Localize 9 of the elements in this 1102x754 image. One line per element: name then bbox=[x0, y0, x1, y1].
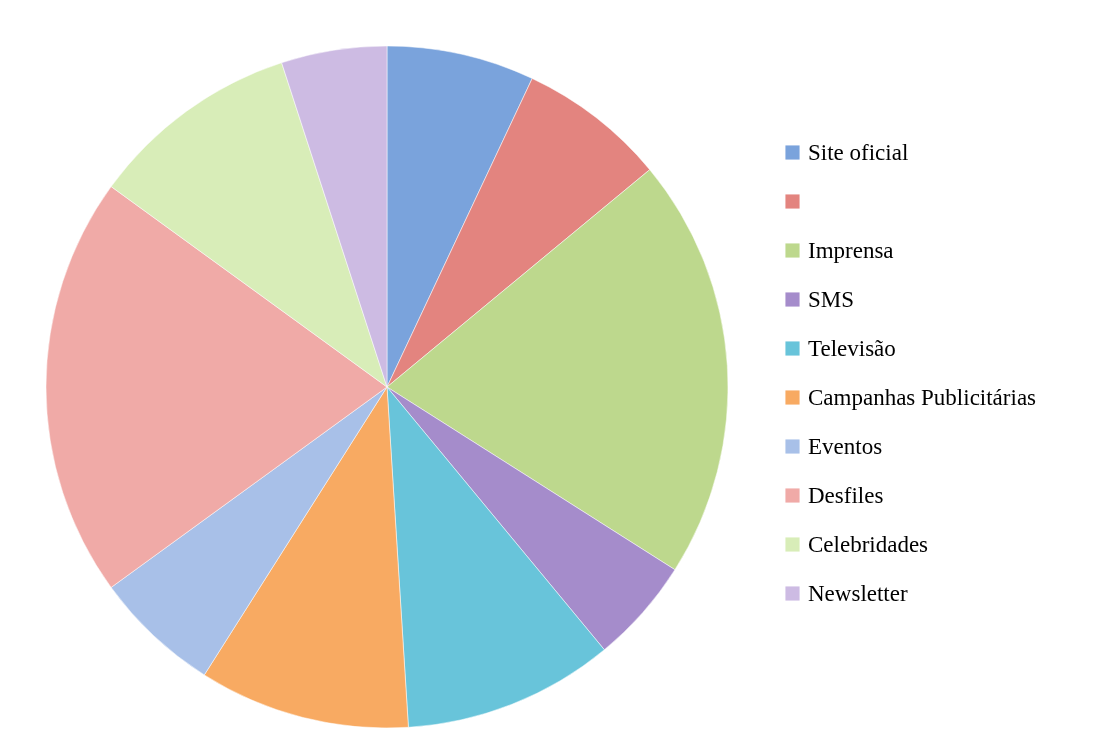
legend-label: Imprensa bbox=[808, 237, 894, 263]
legend-label: SMS bbox=[808, 286, 855, 312]
legend-label: Televisão bbox=[808, 335, 896, 361]
legend-label: Desfiles bbox=[808, 482, 884, 508]
legend-label: Site oficial bbox=[808, 139, 909, 165]
legend-label: Campanhas Publicitárias bbox=[808, 384, 1037, 410]
legend-label: Newsletter bbox=[808, 580, 908, 606]
legend-label: Celebridades bbox=[808, 531, 929, 557]
legend-label: Eventos bbox=[808, 433, 883, 459]
